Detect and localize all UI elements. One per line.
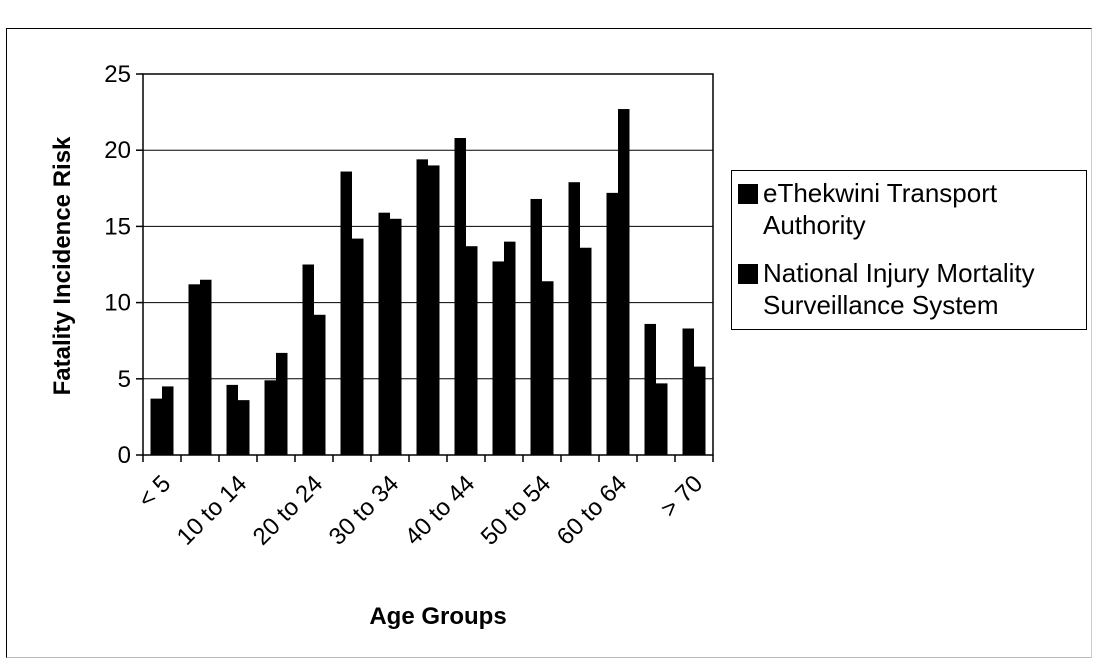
bar-ethekwini (530, 198, 542, 455)
legend-item-nimss: National Injury Mortality Surveillance S… (738, 257, 1085, 321)
bars (150, 109, 706, 456)
y-tick-label: 5 (118, 366, 131, 393)
x-axis-title: Age Groups (369, 603, 506, 630)
y-tick-label: 0 (118, 442, 131, 469)
bar-nimss (504, 241, 516, 455)
bar-nimss (618, 109, 630, 455)
bar-nimss (238, 400, 250, 455)
bar-ethekwini (568, 182, 580, 456)
legend-swatch-nimss (738, 264, 758, 284)
bar-nimss (694, 366, 706, 455)
bar-ethekwini (150, 398, 162, 455)
x-tick-label: 60 to 64 (552, 470, 632, 550)
bar-nimss (314, 314, 326, 455)
bar-ethekwini (492, 261, 504, 455)
legend-label-nimss: National Injury Mortality Surveillance S… (763, 258, 1035, 320)
bar-ethekwini (378, 212, 390, 455)
bar-ethekwini (644, 323, 656, 455)
y-axis-title: Fatality Incidence Risk (49, 136, 76, 395)
x-tick-label: < 5 (133, 470, 176, 513)
x-tick-label: 40 to 44 (400, 470, 480, 550)
bar-nimss (542, 281, 554, 455)
bar-nimss (352, 238, 364, 455)
legend: eThekwini Transport Authority National I… (731, 170, 1087, 330)
legend-label-ethekwini: eThekwini Transport Authority (763, 178, 998, 240)
bar-nimss (390, 218, 402, 455)
y-tick-label: 25 (104, 61, 131, 88)
x-tick-label: 50 to 54 (476, 470, 556, 550)
bar-nimss (200, 279, 212, 455)
y-tick-label: 20 (104, 137, 131, 164)
bar-nimss (656, 383, 668, 455)
x-tick-label: 20 to 24 (248, 470, 328, 550)
x-tick-label: 30 to 34 (324, 470, 404, 550)
bar-ethekwini (340, 171, 352, 455)
legend-item-ethekwini: eThekwini Transport Authority (738, 177, 1085, 241)
bar-nimss (276, 352, 288, 455)
bar-ethekwini (302, 264, 314, 455)
bar-ethekwini (226, 384, 238, 455)
bar-ethekwini (454, 138, 466, 455)
bar-ethekwini (264, 380, 276, 455)
y-tick-label: 15 (104, 213, 131, 240)
legend-swatch-ethekwini (738, 184, 758, 204)
y-tick-labels: 0 5 10 15 20 25 (104, 61, 131, 469)
bar-ethekwini (682, 328, 694, 455)
bar-nimss (428, 165, 440, 455)
chart-frame (6, 28, 1092, 658)
bar-nimss (162, 386, 174, 455)
bar-nimss (580, 247, 592, 455)
x-tick-label: > 70 (656, 470, 709, 523)
x-tick-label: 10 to 14 (172, 470, 252, 550)
bar-ethekwini (188, 284, 200, 455)
bar-nimss (466, 246, 478, 455)
axes (136, 73, 714, 462)
bar-ethekwini (416, 159, 428, 455)
bar-ethekwini (606, 192, 618, 455)
y-tick-label: 10 (104, 290, 131, 317)
